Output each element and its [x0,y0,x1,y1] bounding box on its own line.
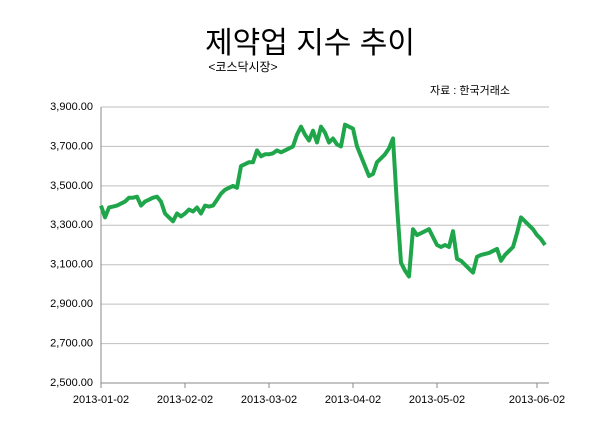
data-line [99,122,547,279]
y-tick-label: 2,700.00 [50,337,93,349]
x-tick-label: 2013-04-02 [325,394,381,406]
y-tick-label: 3,100.00 [50,259,93,271]
y-tick-label: 3,500.00 [50,180,93,192]
x-tick-label: 2013-06-02 [509,394,565,406]
y-tick-label: 3,900.00 [50,101,93,113]
source-note: 자료 : 한국거래소 [430,84,510,97]
x-tick-label: 2013-03-02 [241,394,297,406]
y-tick-label: 3,700.00 [50,140,93,152]
x-tick-label: 2013-05-02 [409,394,465,406]
chart-title: 제약업 지수 추이 [205,27,415,60]
x-tick-label: 2013-02-02 [157,394,213,406]
y-tick-label: 3,300.00 [50,219,93,231]
x-tick-label: 2013-01-02 [73,394,129,406]
chart-subtitle: <코스닥시장> [208,60,277,74]
y-tick-label: 2,500.00 [50,377,93,389]
y-tick-label: 2,900.00 [50,298,93,310]
